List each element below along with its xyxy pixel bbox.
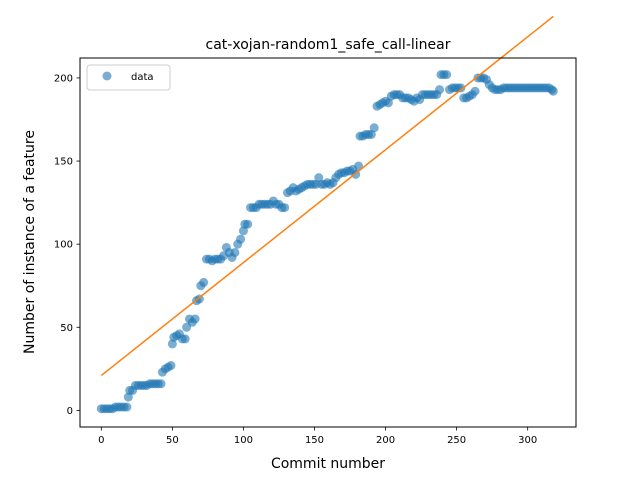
data-point	[369, 123, 379, 133]
y-tick-label: 150	[54, 157, 73, 168]
x-tick-label: 50	[166, 435, 179, 446]
data-point	[354, 161, 364, 171]
chart-title: cat-xojan-random1_safe_call-linear	[206, 37, 451, 53]
data-point	[230, 247, 240, 257]
data-point	[156, 379, 166, 389]
x-tick-label: 300	[518, 435, 537, 446]
y-axis: 0 50 100 150 200	[54, 73, 80, 417]
x-tick-label: 150	[305, 435, 324, 446]
x-tick-label: 0	[98, 435, 104, 446]
y-tick-label: 200	[54, 73, 73, 84]
axes-frame	[79, 57, 577, 428]
x-axis-label: Commit number	[271, 456, 385, 472]
x-tick-label: 100	[234, 435, 253, 446]
data-point	[190, 314, 200, 324]
data-point	[194, 294, 204, 304]
plot-area	[96, 15, 558, 414]
data-point	[435, 85, 445, 95]
legend-box	[86, 64, 171, 91]
data-point	[280, 203, 290, 213]
y-axis-label: Number of instance of a feature	[22, 130, 38, 354]
y-tick-label: 0	[67, 406, 73, 417]
x-tick-label: 200	[376, 435, 395, 446]
data-point	[548, 86, 558, 96]
data-point	[122, 402, 132, 412]
legend-marker-data	[102, 71, 112, 81]
legend-label-data: data	[131, 72, 154, 83]
legend: data	[86, 64, 171, 91]
data-point	[442, 70, 452, 80]
data-point	[470, 86, 480, 96]
x-tick-label: 250	[447, 435, 466, 446]
data-point	[243, 219, 253, 229]
data-point	[199, 277, 209, 287]
data-point	[456, 83, 466, 93]
data-point	[236, 234, 246, 244]
data-point	[180, 334, 190, 344]
data-point	[166, 361, 176, 370]
y-tick-label: 100	[54, 240, 73, 251]
x-axis: 0 50 100 150 200 250 300	[98, 427, 537, 446]
fit-line	[100, 15, 554, 377]
y-tick-label: 50	[60, 323, 73, 334]
